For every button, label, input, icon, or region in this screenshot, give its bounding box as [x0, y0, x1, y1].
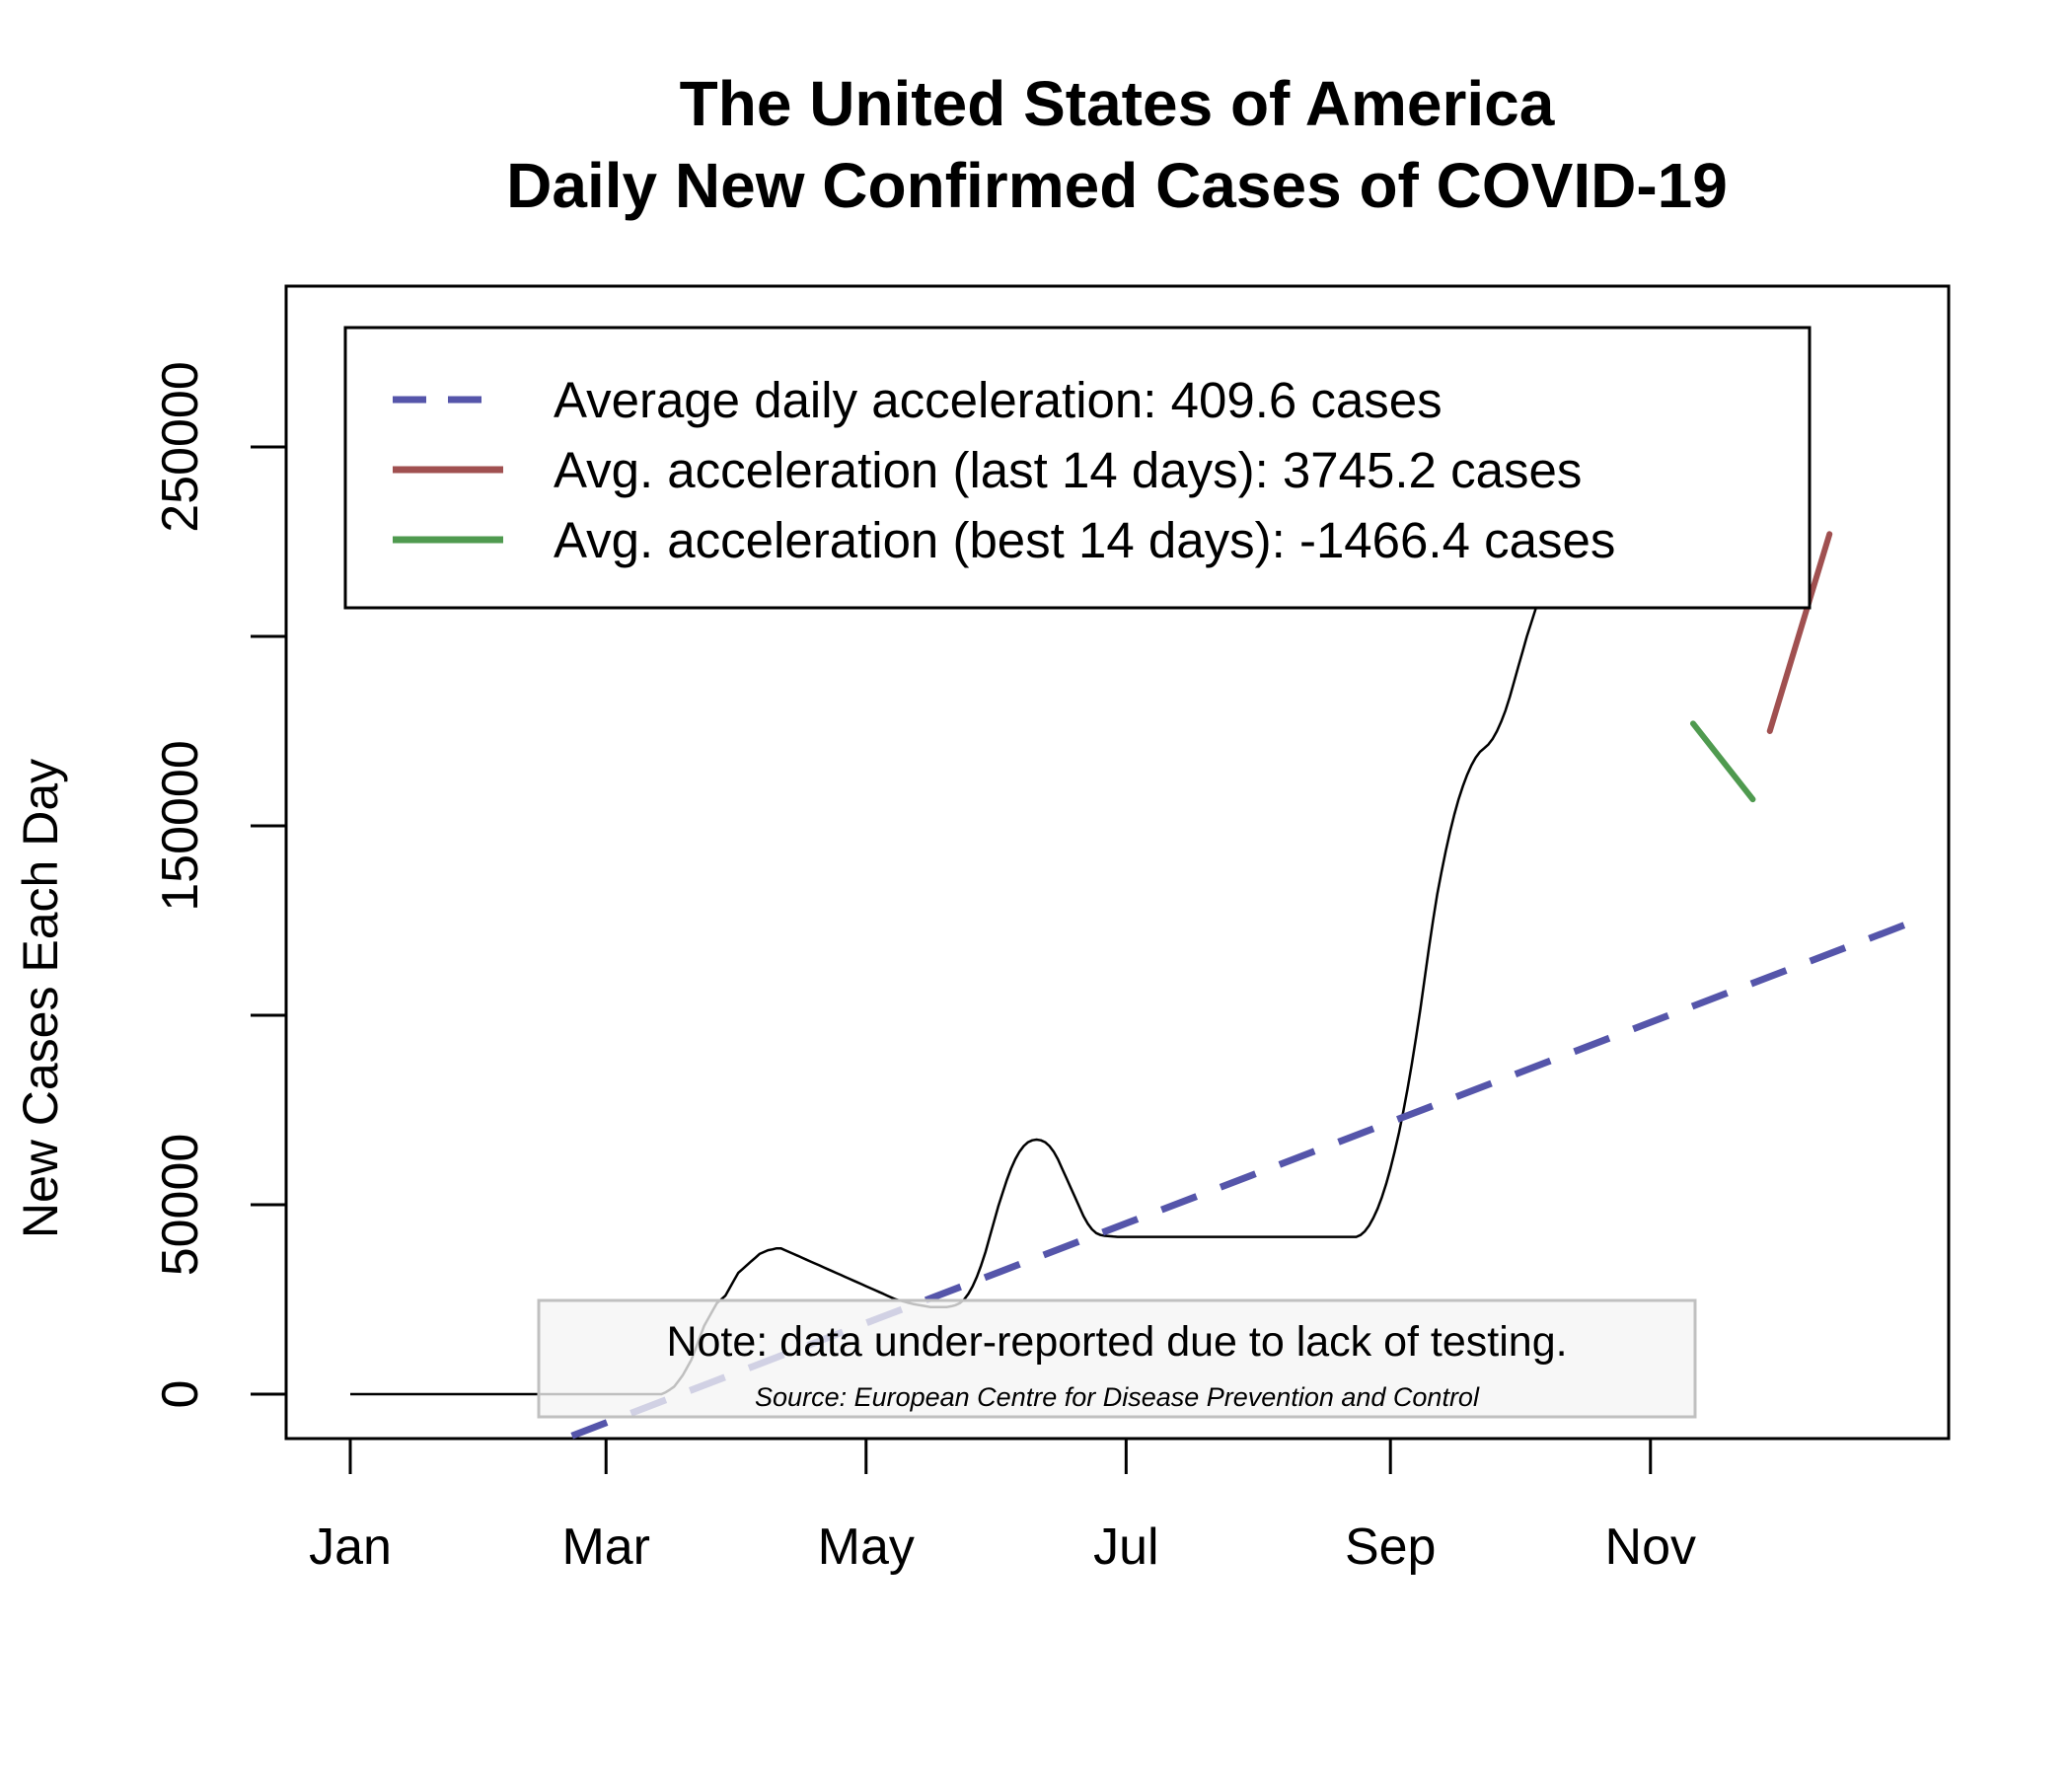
chart-title-line-2: Daily New Confirmed Cases of COVID-19	[506, 150, 1728, 221]
source-text: Source: European Centre for Disease Prev…	[755, 1382, 1480, 1412]
trend-line-average	[570, 921, 1908, 1440]
x-tick-label-may: May	[818, 1518, 915, 1576]
note-box: Note: data under-reported due to lack of…	[537, 1298, 1697, 1419]
y-tick-label-0: 0	[152, 1380, 209, 1409]
y-axis: 0 50000 150000 250000	[152, 361, 286, 1408]
legend-box	[343, 326, 1812, 610]
legend-entries: Average daily acceleration: 409.6 cases A…	[393, 372, 1615, 568]
trend-line-best-14-days	[1689, 720, 1756, 803]
trend-layer	[570, 531, 1908, 1440]
x-tick-label-jul: Jul	[1093, 1518, 1158, 1576]
x-tick-label-jan: Jan	[309, 1518, 392, 1576]
y-tick-label-250000: 250000	[152, 361, 209, 533]
x-tick-label-sep: Sep	[1345, 1518, 1437, 1576]
x-tick-label-mar: Mar	[561, 1518, 650, 1576]
series-line-daily-cases	[350, 570, 1558, 1396]
plot-frame	[284, 284, 1951, 1441]
x-axis: Jan Mar May Jul Sep Nov	[309, 1439, 1696, 1576]
x-tick-label-nov: Nov	[1605, 1518, 1696, 1576]
chart-title-line-1: The United States of America	[680, 68, 1555, 139]
legend: Average daily acceleration: 409.6 cases A…	[343, 326, 1812, 610]
legend-entry-average-label: Average daily acceleration: 409.6 cases	[554, 372, 1443, 428]
series-layer	[350, 570, 1558, 1396]
y-axis-label: New Cases Each Day	[13, 759, 68, 1238]
note-text: Note: data under-reported due to lack of…	[666, 1318, 1567, 1366]
y-tick-label-150000: 150000	[152, 740, 209, 912]
legend-entry-best-14-days-label: Avg. acceleration (best 14 days): -1466.…	[554, 512, 1615, 568]
note-box-background	[537, 1298, 1697, 1419]
trend-line-last-14-days	[1766, 531, 1833, 734]
y-tick-label-50000: 50000	[152, 1134, 209, 1277]
legend-entry-last-14-days-label: Avg. acceleration (last 14 days): 3745.2…	[554, 442, 1582, 498]
